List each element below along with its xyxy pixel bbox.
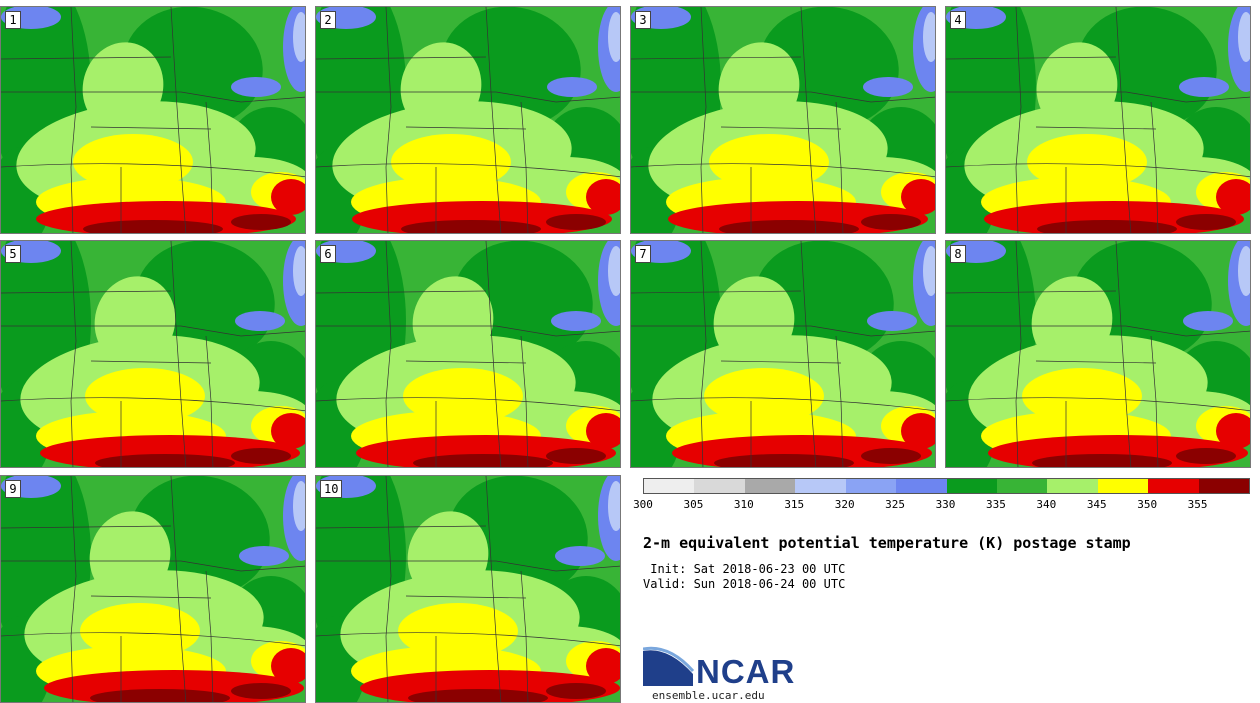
colorbar-tick-label: 320 [834,498,855,511]
theta-e-map [946,7,1250,233]
member-label: 6 [320,245,336,263]
member-map-panel[interactable]: 1 [0,6,306,234]
colorbar-segment [694,479,745,493]
member-map-panel[interactable]: 9 [0,475,306,703]
colorbar-segment [845,479,897,493]
colorbar-segment [744,479,796,493]
colorbar-tick-label: 300 [633,498,653,511]
colorbar-tick-label: 315 [784,498,805,511]
colorbar-segment [1047,479,1098,493]
colorbar-segment [1198,479,1250,493]
ncar-logo-text: NCAR [696,653,796,690]
ncar-logo-icon [643,646,695,686]
member-map-panel[interactable]: 5 [0,240,306,468]
colorbar-segment [996,479,1048,493]
theta-e-map [631,7,935,233]
colorbar-segment [896,479,947,493]
theta-e-map [946,241,1250,467]
colorbar-segment [795,479,846,493]
member-map-panel[interactable]: 8 [945,240,1251,468]
colorbar-tick-label: 355 [1187,498,1208,511]
theta-e-map [316,476,620,702]
member-label: 9 [5,480,21,498]
colorbar-segment [946,479,997,493]
member-map-panel[interactable]: 3 [630,6,936,234]
init-time: Init: Sat 2018-06-23 00 UTC [643,562,846,576]
colorbar-tick-label: 335 [985,498,1006,511]
colorbar-ticks: 300 305 310 315 320 325 330 335 340 345 350 355 [633,498,1248,512]
member-label: 5 [5,245,21,263]
colorbar-tick-label: 350 [1137,498,1158,511]
colorbar-tick-label: 305 [683,498,704,511]
member-label: 1 [5,11,21,29]
member-map-panel[interactable]: 6 [315,240,621,468]
theta-e-map [631,241,935,467]
colorbar-segment [1148,479,1199,493]
member-label: 4 [950,11,966,29]
colorbar-tick-label: 345 [1086,498,1107,511]
member-map-panel[interactable]: 7 [630,240,936,468]
colorbar-segment [1097,479,1149,493]
website-link[interactable]: ensemble.ucar.edu [652,689,765,702]
valid-time: Valid: Sun 2018-06-24 00 UTC [643,577,846,591]
member-label: 10 [320,480,343,498]
member-map-panel[interactable]: 2 [315,6,621,234]
colorbar-tick-label: 330 [935,498,956,511]
theta-e-map [1,7,305,233]
theta-e-map [316,241,620,467]
colorbar-segment [644,479,695,493]
colorbar [643,478,1250,494]
colorbar-tick-label: 340 [1036,498,1057,511]
map-title: 2-m equivalent potential temperature (K)… [643,534,1131,552]
member-label: 3 [635,11,651,29]
theta-e-map [1,476,305,702]
member-map-panel[interactable]: 4 [945,6,1251,234]
theta-e-map [1,241,305,467]
member-map-panel[interactable]: 10 [315,475,621,703]
member-label: 8 [950,245,966,263]
theta-e-map [316,7,620,233]
member-label: 7 [635,245,651,263]
colorbar-tick-label: 325 [885,498,906,511]
member-label: 2 [320,11,336,29]
colorbar-tick-label: 310 [733,498,754,511]
